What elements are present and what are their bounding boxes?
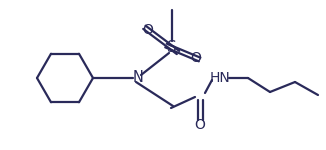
Text: N: N bbox=[133, 70, 143, 86]
Text: O: O bbox=[142, 23, 154, 37]
Text: HN: HN bbox=[210, 71, 230, 85]
Text: S: S bbox=[167, 40, 177, 56]
Text: O: O bbox=[195, 118, 205, 132]
Text: O: O bbox=[191, 51, 201, 65]
